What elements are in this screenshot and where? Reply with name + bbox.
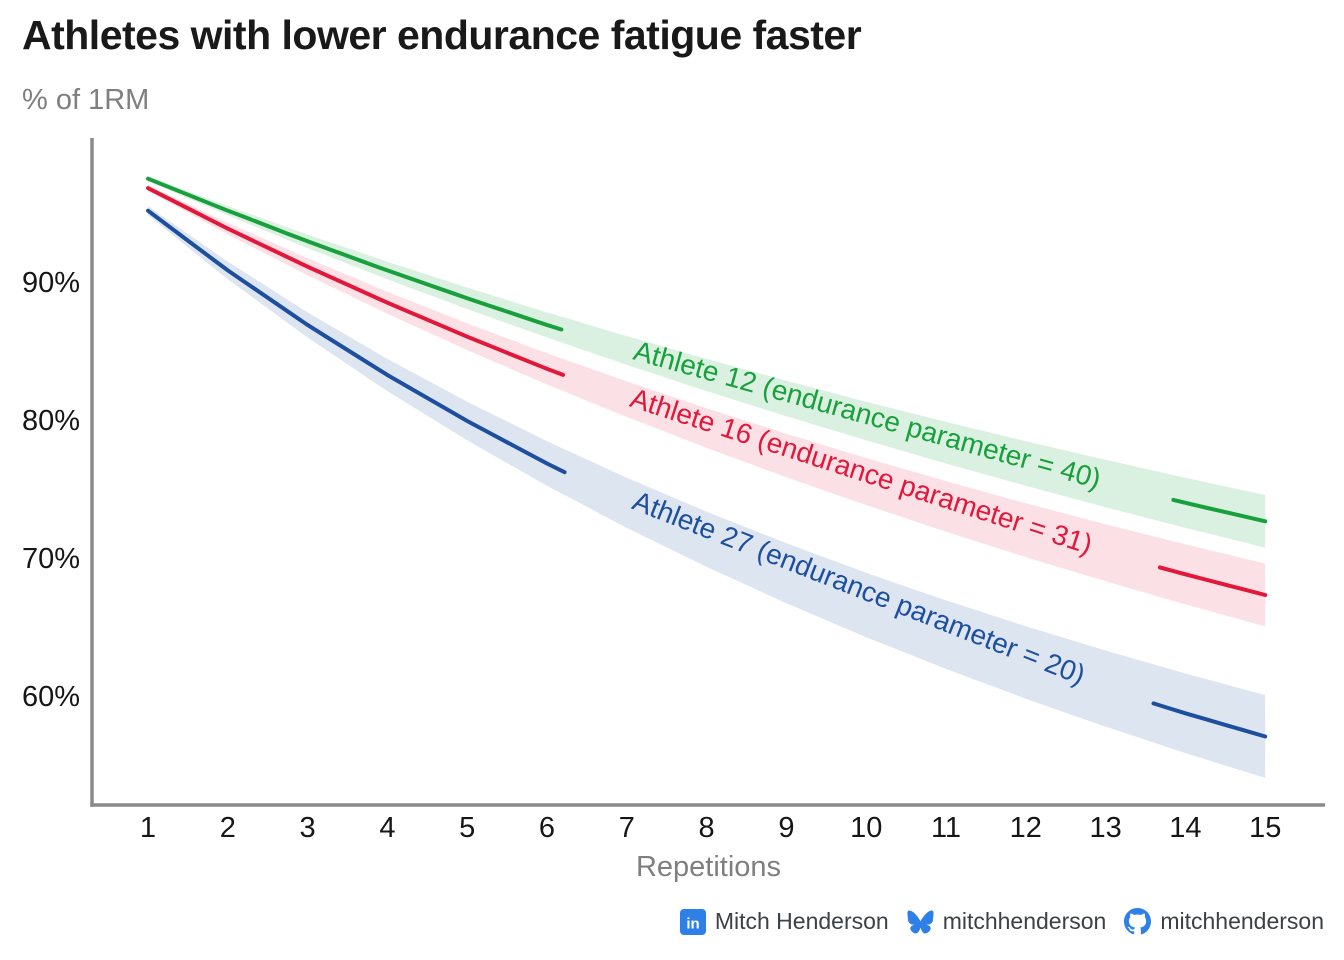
- x-axis-title: Repetitions: [635, 851, 782, 883]
- y-axis-title: % of 1RM: [22, 84, 150, 116]
- x-tick-label-11: 11: [931, 812, 961, 844]
- series-line-athlete-12-right: [1171, 497, 1268, 524]
- x-tick-label-14: 14: [1169, 812, 1201, 844]
- github-icon: [1124, 908, 1152, 935]
- confidence-band-athlete-16: [148, 185, 1266, 627]
- x-tick-label-3: 3: [300, 812, 316, 844]
- svg-text:in: in: [686, 915, 699, 932]
- github-credit: mitchhenderson: [1124, 908, 1324, 935]
- chart-title: Athletes with lower endurance fatigue fa…: [22, 12, 862, 58]
- y-tick-label-60: 60%: [22, 681, 80, 713]
- confidence-band-athlete-12: [148, 176, 1266, 548]
- github-handle: mitchhenderson: [1160, 908, 1324, 934]
- linkedin-credit: in Mitch Henderson: [679, 908, 889, 935]
- x-tick-label-1: 1: [140, 812, 156, 844]
- series-line-athlete-12-left: [146, 176, 564, 332]
- y-tick-label-90: 90%: [22, 267, 80, 299]
- x-tick-label-13: 13: [1089, 812, 1121, 844]
- series-line-athlete-27-left: [146, 208, 567, 475]
- confidence-band-athlete-27: [148, 206, 1266, 778]
- series-line-athlete-16-left: [146, 186, 565, 377]
- x-tick-label-7: 7: [619, 812, 635, 844]
- x-tick-label-15: 15: [1249, 812, 1281, 844]
- x-tick-label-4: 4: [379, 812, 395, 844]
- x-tick-label-9: 9: [778, 812, 794, 844]
- x-tick-label-5: 5: [459, 812, 475, 844]
- x-tick-label-8: 8: [699, 812, 715, 844]
- linkedin-handle: Mitch Henderson: [714, 908, 889, 934]
- bluesky-handle: mitchhenderson: [942, 908, 1107, 934]
- x-tick-label-12: 12: [1010, 812, 1042, 844]
- x-tick-label-6: 6: [539, 812, 555, 844]
- linkedin-icon: in: [679, 908, 706, 935]
- footer-credits: in Mitch Henderson mitchhenderson mitchh…: [679, 908, 1324, 935]
- x-tick-label-10: 10: [850, 812, 882, 844]
- series-line-athlete-16-right: [1157, 565, 1268, 597]
- x-tick-label-2: 2: [220, 812, 236, 844]
- series-line-athlete-27-right: [1151, 701, 1268, 739]
- bluesky-icon: [907, 910, 934, 933]
- bluesky-credit: mitchhenderson: [907, 908, 1107, 935]
- y-tick-label-70: 70%: [22, 543, 80, 575]
- y-tick-label-80: 80%: [22, 405, 80, 437]
